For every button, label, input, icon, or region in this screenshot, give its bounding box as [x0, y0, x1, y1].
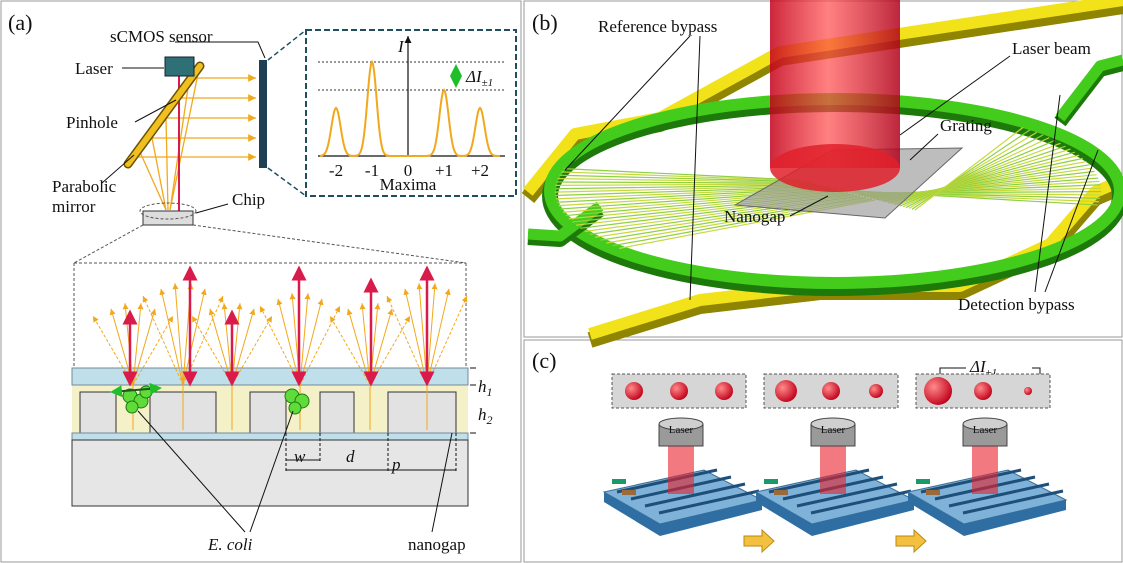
- optics-part: [143, 211, 193, 225]
- tick-label: -2: [329, 161, 343, 180]
- optics-part: [165, 57, 194, 76]
- laser-beam-part: [770, 0, 900, 168]
- diffraction-spot: [625, 382, 643, 400]
- dimension-label-part: 2: [487, 413, 493, 427]
- diffraction-spot: [670, 382, 688, 400]
- diffraction-spot: [715, 382, 733, 400]
- label: mirror: [52, 197, 96, 216]
- step-arrow: [744, 530, 774, 552]
- cross-section-part: [72, 433, 468, 440]
- label: E. coli: [207, 535, 253, 554]
- cross-section-part-part: [126, 401, 138, 413]
- laser-beam-part: [770, 144, 900, 192]
- laser-beam: [770, 0, 900, 192]
- cross-section-part-part: [250, 392, 286, 433]
- diffraction-spot: [775, 380, 797, 402]
- marker: [622, 490, 636, 495]
- page: { "panel_a": { "label": "(a)", "sensor":…: [0, 0, 1123, 563]
- label: Reference bypass: [598, 17, 717, 36]
- diffraction-spot: [924, 377, 952, 405]
- diffraction-spot: [822, 382, 840, 400]
- label: Pinhole: [66, 113, 118, 132]
- leader-lines-part: [690, 36, 700, 300]
- cross-section: [72, 225, 476, 532]
- stages: Laser Laser Laser: [604, 374, 1066, 552]
- figure: (a): [0, 0, 1123, 563]
- tick-label: +1: [435, 161, 453, 180]
- diffraction-spot: [1024, 387, 1032, 395]
- dimension-label: p: [391, 455, 401, 474]
- laser-label: Laser: [669, 424, 694, 436]
- cross-section-part-part: [289, 402, 301, 414]
- leader-lines-part: [196, 204, 228, 213]
- delta-label-part: ΔI: [465, 67, 483, 86]
- dimension-label: h1: [478, 377, 493, 399]
- dimension-label: w: [294, 447, 306, 466]
- marker: [774, 490, 788, 495]
- cross-section-part: [193, 225, 466, 263]
- label: Nanogap: [724, 207, 785, 226]
- laser-label: Laser: [973, 424, 998, 436]
- cross-section-part-part: [320, 392, 354, 433]
- delta-label-part: ΔI: [969, 357, 987, 376]
- cross-section-part: [74, 225, 143, 263]
- optics-part-part: [166, 118, 168, 210]
- laser-label: Laser: [821, 424, 846, 436]
- panel-label: (c): [532, 348, 556, 373]
- inset-part: [268, 30, 306, 60]
- marker: [764, 479, 778, 484]
- axis-label: Maxima: [380, 175, 437, 194]
- optics-part: [259, 60, 267, 168]
- label: Grating: [940, 116, 992, 135]
- cross-section-part-part: [80, 392, 116, 433]
- diffraction-spot: [869, 384, 883, 398]
- panel-b: (b) Reference bypass Laser beam Grating …: [528, 0, 1123, 340]
- panel-a: (a): [8, 10, 516, 554]
- panel-c: (c) ΔI±1 LaserLaserLaser: [532, 348, 1066, 552]
- optics-part-part: [152, 138, 166, 210]
- marker: [926, 490, 940, 495]
- probe-beam: [972, 446, 998, 494]
- cross-section-part-part: [140, 386, 152, 398]
- label: nanogap: [408, 535, 466, 554]
- inset-part: [268, 168, 306, 196]
- label: sCMOS sensor: [110, 27, 213, 46]
- dimension-label-part: 1: [487, 385, 493, 399]
- leader-lines-part: [565, 36, 690, 170]
- dimension-label: d: [346, 447, 355, 466]
- cross-section-part: [72, 440, 468, 506]
- panel-label: (a): [8, 10, 32, 35]
- dimension-label-part: h: [478, 405, 487, 424]
- dimension-label-part: h: [478, 377, 487, 396]
- cross-section-part-part: [388, 392, 456, 433]
- label: Laser: [75, 59, 113, 78]
- panel-label: (b): [532, 10, 558, 35]
- delta-label-part: ±1: [482, 77, 494, 89]
- marker: [612, 479, 626, 484]
- label: Parabolic: [52, 177, 117, 196]
- probe-beam: [668, 446, 694, 494]
- label: Chip: [232, 190, 265, 209]
- dimension-label: h2: [478, 405, 493, 427]
- label: Detection bypass: [958, 295, 1075, 314]
- tick-label: +2: [471, 161, 489, 180]
- step-arrow: [896, 530, 926, 552]
- label: Laser beam: [1012, 39, 1091, 58]
- marker: [916, 479, 930, 484]
- diffraction-spot: [974, 382, 992, 400]
- tick-label: -1: [365, 161, 379, 180]
- optics-part-part: [140, 152, 166, 210]
- probe-beam: [820, 446, 846, 494]
